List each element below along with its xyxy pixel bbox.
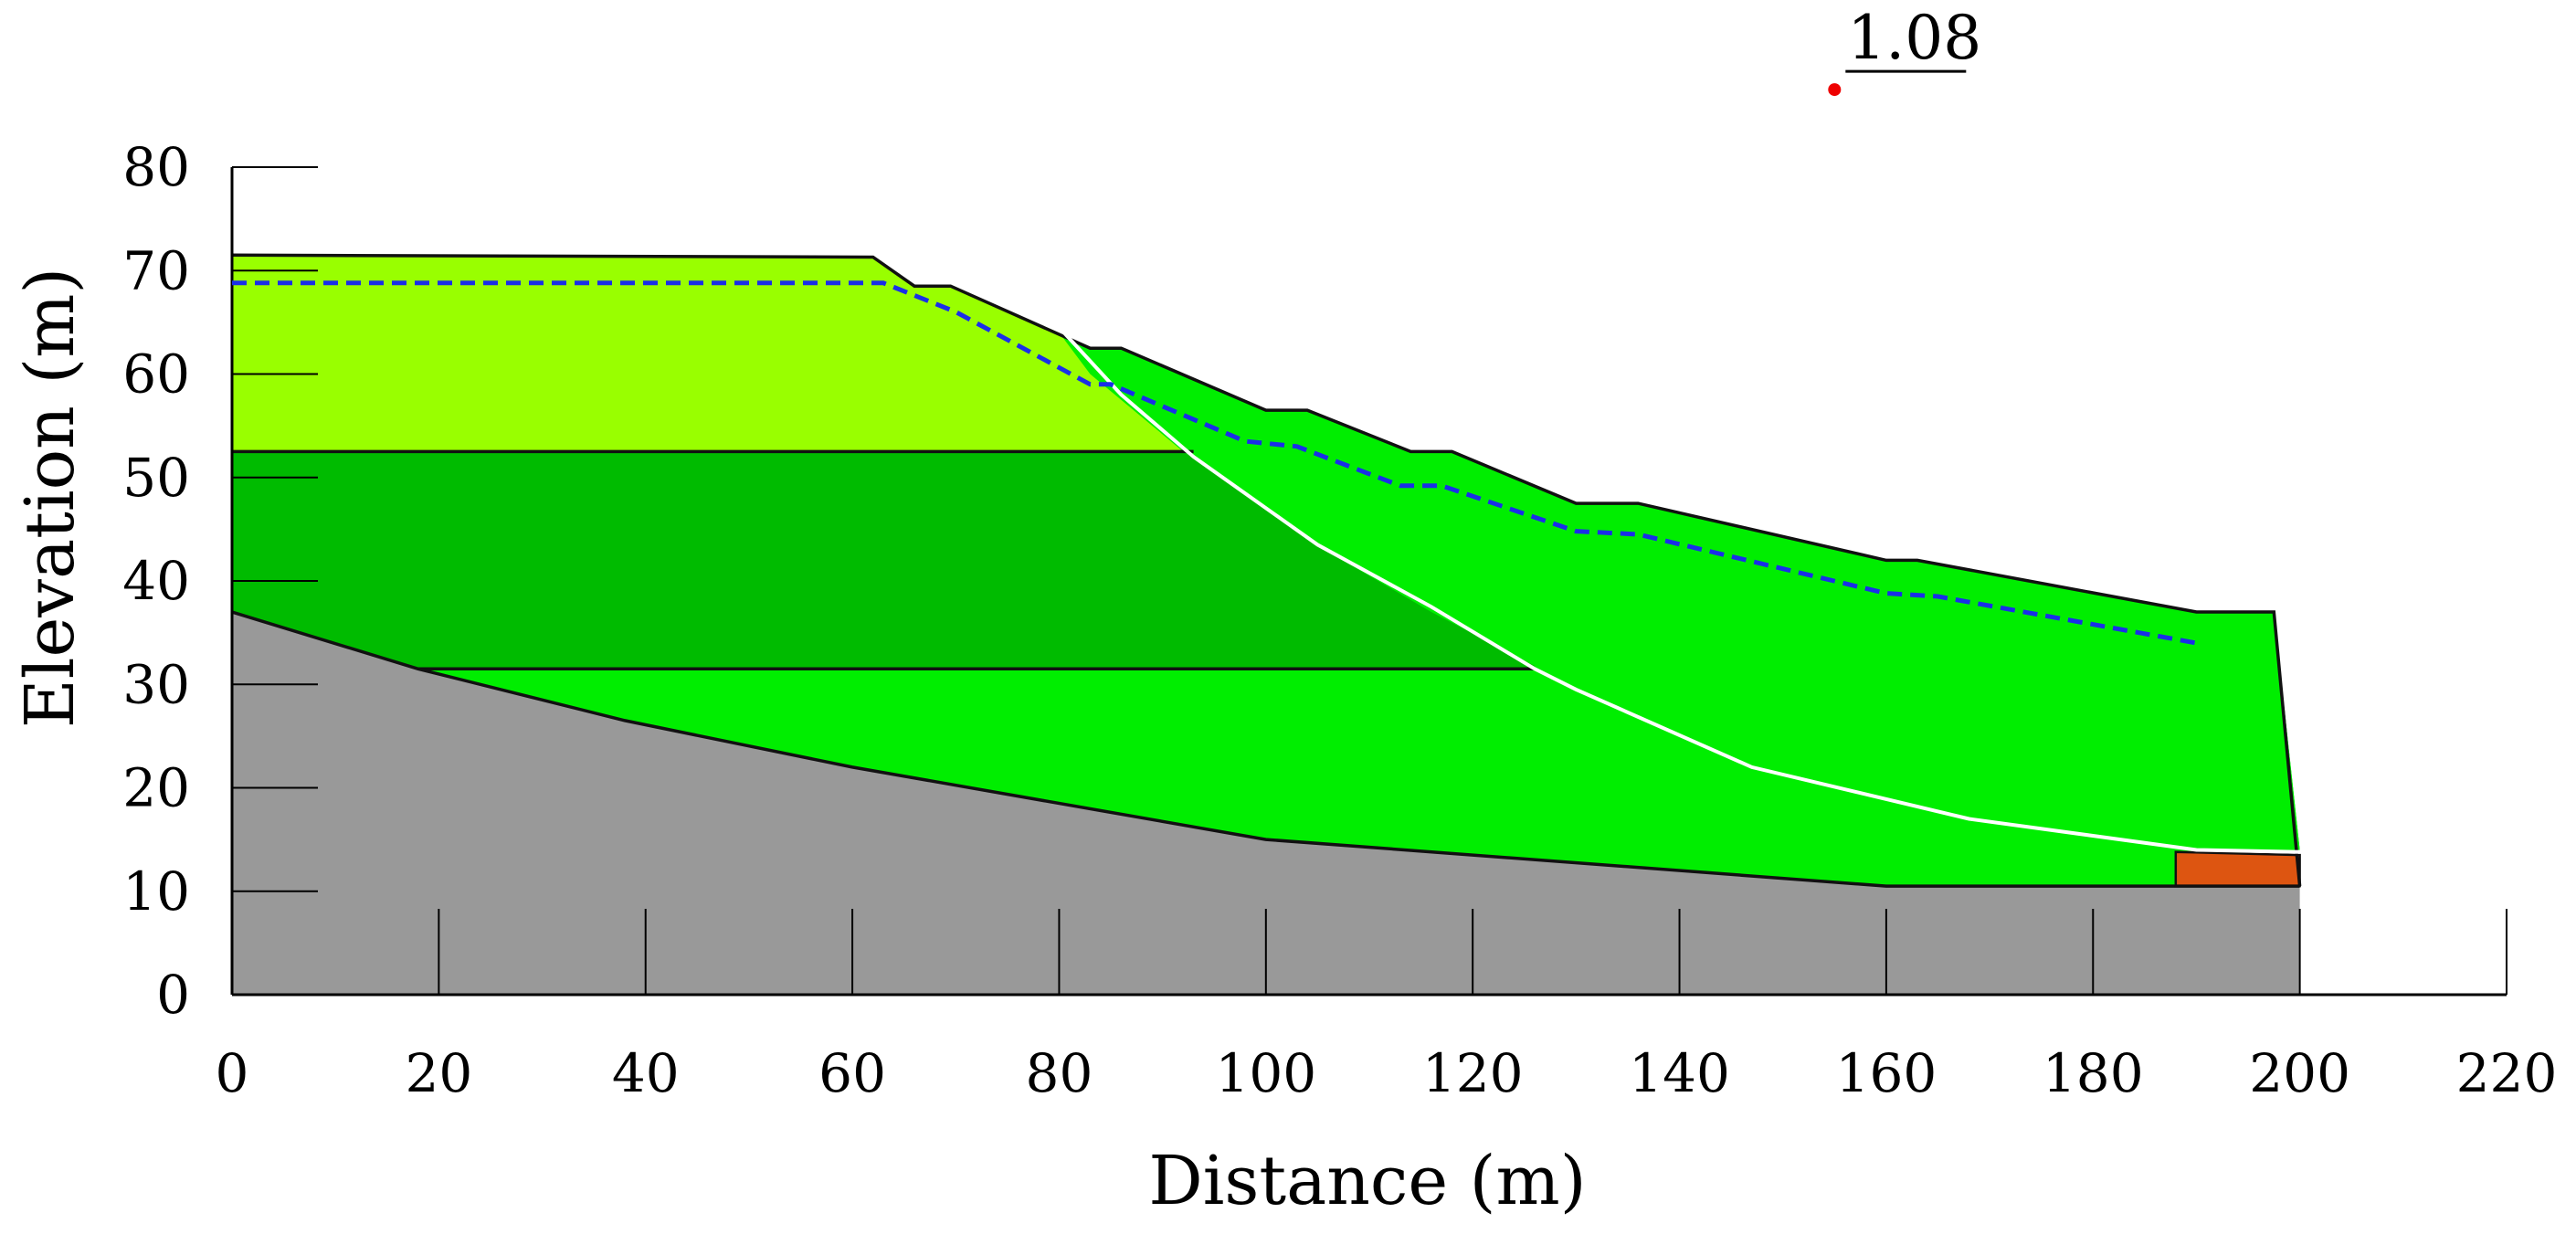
y-tick-label-60: 60 <box>122 343 190 406</box>
y-tick-label-80: 80 <box>122 136 190 198</box>
soil-layers <box>232 255 2300 995</box>
layer-upper-layer <box>232 255 1184 452</box>
x-tick-label-140: 140 <box>1629 1042 1730 1104</box>
y-tick-label-20: 20 <box>122 757 190 819</box>
layer-toe-block <box>2175 851 2300 887</box>
x-tick-label-160: 160 <box>1836 1042 1937 1104</box>
x-tick-label-0: 0 <box>216 1042 249 1104</box>
y-tick-label-50: 50 <box>122 447 190 509</box>
x-tick-label-200: 200 <box>2249 1042 2350 1104</box>
x-axis-title: Distance (m) <box>1148 1142 1586 1220</box>
critical-slip-surface <box>1058 326 2300 854</box>
toe-block-outline <box>2174 850 2301 888</box>
water-table <box>232 280 2197 646</box>
ground-surface <box>231 253 2302 887</box>
layer-bedrock <box>232 612 2300 995</box>
x-tick-label-40: 40 <box>612 1042 680 1104</box>
x-tick-label-60: 60 <box>818 1042 886 1104</box>
x-tick-label-120: 120 <box>1422 1042 1524 1104</box>
y-tick-label-10: 10 <box>122 860 190 923</box>
x-tick-label-220: 220 <box>2456 1042 2558 1104</box>
slip-circle-center <box>1828 83 1842 97</box>
analysis-lines <box>232 280 2300 854</box>
x-tick-label-180: 180 <box>2043 1042 2144 1104</box>
factor-of-safety-label: 1.08 <box>1847 3 1981 73</box>
axes <box>230 166 2507 997</box>
y-tick-label-0: 0 <box>156 964 190 1026</box>
x-tick-label-80: 80 <box>1026 1042 1093 1104</box>
x-tick-label-20: 20 <box>405 1042 472 1104</box>
x-tick-label-100: 100 <box>1215 1042 1316 1104</box>
layer-boundaries <box>231 253 2302 888</box>
y-tick-label-30: 30 <box>122 653 190 715</box>
bedrock-surface <box>231 610 2300 888</box>
y-tick-label-40: 40 <box>122 550 190 612</box>
tick-labels: 0 10 20 30 40 50 60 70 80 0 20 40 60 80 100 120 140 160 18… <box>122 136 2557 1104</box>
y-axis-title: Elevation (m) <box>11 268 90 728</box>
y-tick-label-70: 70 <box>122 239 190 301</box>
